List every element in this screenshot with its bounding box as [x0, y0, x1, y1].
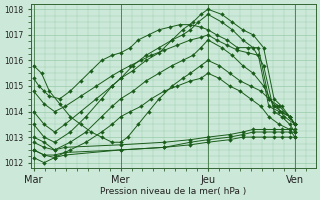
X-axis label: Pression niveau de la mer( hPa ): Pression niveau de la mer( hPa ) [100, 187, 247, 196]
